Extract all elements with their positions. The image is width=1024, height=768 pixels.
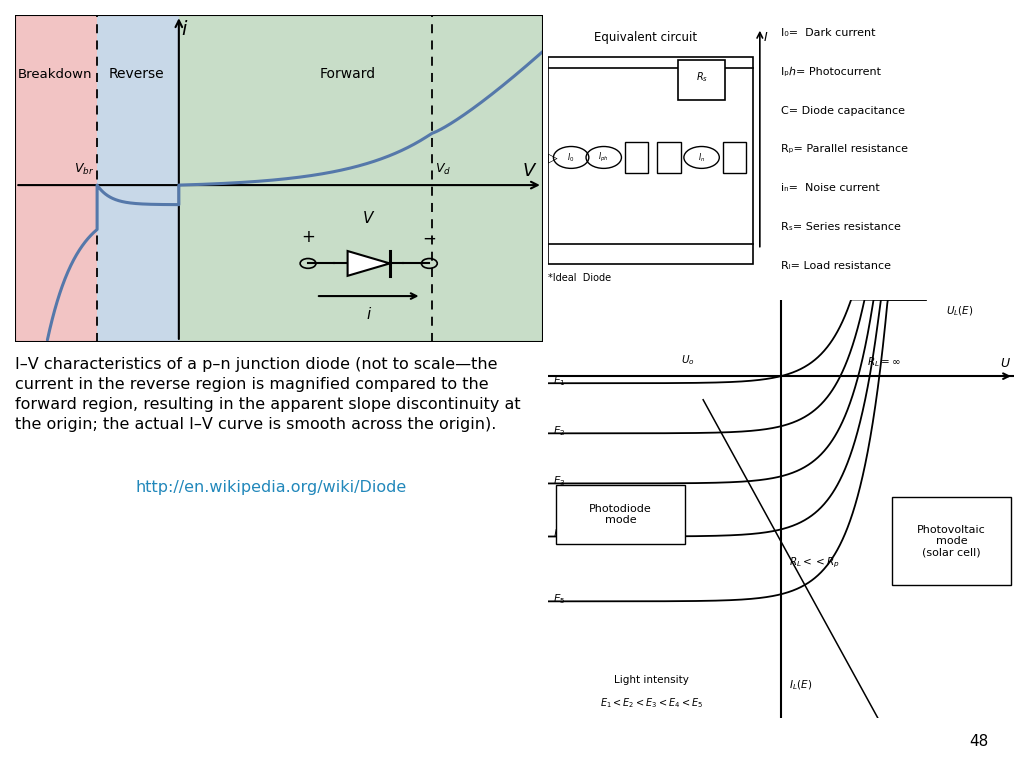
Text: Rₚ= Parallel resistance: Rₚ= Parallel resistance (780, 144, 908, 154)
Text: $E_3$: $E_3$ (553, 474, 565, 488)
Text: $E_1$: $E_1$ (553, 374, 565, 388)
Bar (678, 60, 725, 100)
Text: Photovoltaic
mode
(solar cell): Photovoltaic mode (solar cell) (918, 525, 986, 558)
Text: ▷: ▷ (548, 151, 557, 164)
Polygon shape (347, 251, 390, 276)
Text: Equivalent circuit: Equivalent circuit (594, 31, 697, 44)
Bar (15, 15, 97, 342)
Text: $E_4$: $E_4$ (553, 528, 565, 541)
Text: Rₛ= Series resistance: Rₛ= Series resistance (780, 222, 901, 232)
Text: $i$: $i$ (366, 306, 372, 322)
Text: $U$: $U$ (1000, 357, 1011, 370)
Bar (548, 57, 753, 264)
Text: Forward: Forward (319, 67, 376, 81)
Text: iₙ=  Noise current: iₙ= Noise current (780, 184, 880, 194)
Text: $E_2$: $E_2$ (553, 424, 565, 438)
Text: $U_L(E)$: $U_L(E)$ (946, 304, 974, 318)
Text: $I_L(E)$: $I_L(E)$ (788, 679, 812, 693)
Text: $R_p$: $R_p$ (664, 151, 674, 164)
Text: $U_o$: $U_o$ (681, 353, 694, 367)
Text: $V$: $V$ (522, 162, 538, 180)
FancyBboxPatch shape (556, 485, 685, 545)
Bar (97, 15, 179, 342)
Text: $C_d$: $C_d$ (631, 151, 642, 164)
Text: $I$: $I$ (763, 31, 768, 44)
Text: Photodiode
mode: Photodiode mode (589, 504, 651, 525)
Text: $R_s$: $R_s$ (695, 70, 708, 84)
Text: $I_{ph}$: $I_{ph}$ (598, 151, 609, 164)
Text: $R_L=\infty$: $R_L=\infty$ (867, 356, 901, 369)
Text: Light intensity: Light intensity (614, 675, 689, 685)
Text: +: + (301, 228, 315, 247)
Text: Iₚℎ= Photocurrent: Iₚℎ= Photocurrent (780, 67, 881, 77)
Text: $V_{br}$: $V_{br}$ (75, 162, 94, 177)
Text: I–V characteristics of a p–n junction diode (not to scale—the
current in the rev: I–V characteristics of a p–n junction di… (15, 357, 521, 432)
Text: $i$: $i$ (181, 20, 188, 39)
Text: $I_0$: $I_0$ (567, 151, 574, 164)
Bar (625, 141, 648, 174)
Text: $E_1<E_2<E_3<E_4<E_5$: $E_1<E_2<E_3<E_4<E_5$ (600, 697, 702, 710)
Text: $V_d$: $V_d$ (434, 162, 451, 177)
Text: http://en.wikipedia.org/wiki/Diode: http://en.wikipedia.org/wiki/Diode (136, 480, 407, 495)
Text: I₀=  Dark current: I₀= Dark current (780, 28, 876, 38)
Text: C⁣= Diode capacitance: C⁣= Diode capacitance (780, 106, 905, 116)
Text: $R_L$: $R_L$ (729, 151, 739, 164)
Text: $E_5$: $E_5$ (553, 592, 565, 606)
Text: Breakdown: Breakdown (17, 68, 92, 81)
Text: $I_n$: $I_n$ (698, 151, 706, 164)
Bar (179, 15, 543, 342)
Text: $R_L<<R_p$: $R_L<<R_p$ (788, 555, 839, 570)
Text: Rₗ= Load resistance: Rₗ= Load resistance (780, 261, 891, 271)
Text: $V$: $V$ (362, 210, 376, 226)
Text: Reverse: Reverse (109, 67, 165, 81)
Text: 48: 48 (969, 733, 988, 749)
Text: *Ideal  Diode: *Ideal Diode (548, 273, 611, 283)
Text: $-$: $-$ (422, 228, 436, 247)
Bar (723, 141, 745, 174)
FancyBboxPatch shape (892, 497, 1011, 585)
Bar (657, 141, 681, 174)
